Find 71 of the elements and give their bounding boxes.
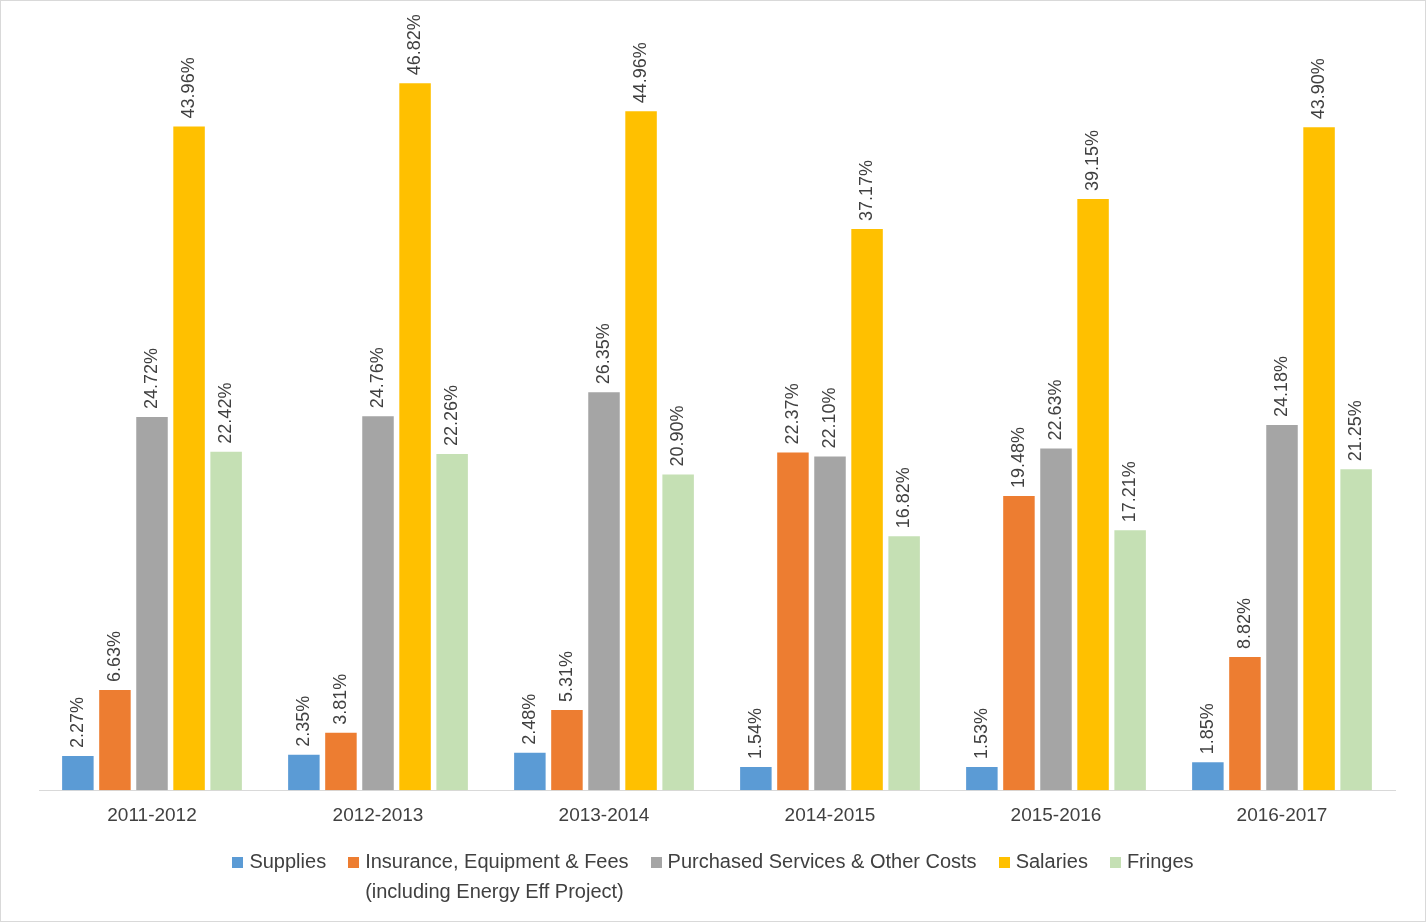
data-label: 26.35%: [592, 323, 613, 385]
bar: [173, 126, 205, 791]
bar: [1077, 199, 1109, 791]
bar: [1040, 448, 1072, 791]
bar: [62, 755, 94, 791]
bar: [851, 228, 883, 791]
data-label: 21.25%: [1345, 400, 1366, 462]
data-label: 37.17%: [856, 159, 877, 221]
legend-label: Purchased Services & Other Costs: [667, 849, 977, 874]
legend-label: Fringes: [1126, 849, 1194, 874]
data-label: 8.82%: [1233, 597, 1254, 650]
bar: [588, 392, 620, 791]
legend-label: Insurance, Equipment & Fees (including Energy Eff Project): [365, 849, 629, 904]
data-label: 17.21%: [1119, 461, 1140, 523]
bar: [288, 754, 320, 791]
data-label: 39.15%: [1082, 129, 1103, 192]
data-label: 20.90%: [667, 405, 688, 467]
legend-label: Supplies: [249, 849, 327, 874]
data-label: 43.90%: [1308, 58, 1329, 120]
bar: [551, 710, 583, 791]
bar: [514, 752, 546, 791]
data-label: 24.18%: [1270, 356, 1291, 418]
data-label: 2.27%: [66, 696, 87, 748]
bar: [888, 536, 920, 791]
data-label: 5.31%: [555, 650, 576, 703]
data-label: 6.63%: [103, 631, 124, 683]
bar: [662, 474, 694, 791]
x-tick-label: 2016-2017: [1236, 803, 1328, 825]
bar: [99, 690, 131, 791]
bar: [814, 456, 846, 791]
bar: [1192, 762, 1224, 791]
bar: [966, 767, 998, 791]
data-label: 2.35%: [292, 695, 313, 747]
bar: [136, 416, 168, 791]
bar: [1340, 469, 1372, 791]
x-tick-label: 2013-2014: [558, 803, 650, 825]
x-tick-label: 2011-2012: [107, 803, 197, 825]
data-label: 22.26%: [441, 385, 462, 447]
data-label: 19.48%: [1007, 426, 1028, 489]
data-label: 44.96%: [630, 42, 651, 104]
bar: [777, 452, 809, 791]
data-label: 1.85%: [1196, 703, 1217, 755]
data-label: 24.76%: [366, 347, 387, 409]
data-label: 1.54%: [744, 707, 765, 759]
bar: [740, 766, 772, 791]
data-label: 22.37%: [781, 383, 802, 445]
bar: [399, 83, 431, 791]
legend-label: Salaries: [1015, 849, 1088, 874]
data-label: 1.53%: [970, 708, 991, 760]
bar: [362, 416, 394, 791]
data-label: 24.72%: [140, 347, 161, 409]
bar: [1303, 127, 1335, 791]
x-tick-label: 2012-2013: [332, 803, 424, 825]
data-label: 22.42%: [215, 382, 236, 444]
data-label: 3.81%: [329, 673, 350, 725]
data-label: 16.82%: [893, 467, 914, 529]
x-tick-label: 2014-2015: [784, 803, 876, 825]
data-label: 46.82%: [404, 14, 425, 76]
bar: [325, 732, 357, 791]
bar: [436, 454, 468, 791]
bar: [625, 111, 657, 791]
x-tick-label: 2015-2016: [1010, 803, 1102, 825]
bar: [1266, 425, 1298, 791]
data-label: 22.10%: [818, 387, 839, 449]
bar: [210, 451, 242, 791]
data-label: 22.63%: [1044, 379, 1065, 441]
data-label: 2.48%: [518, 693, 539, 745]
bar: [1003, 496, 1035, 791]
data-label: 43.96%: [178, 57, 199, 119]
bar: [1229, 657, 1261, 791]
bar: [1114, 530, 1146, 791]
